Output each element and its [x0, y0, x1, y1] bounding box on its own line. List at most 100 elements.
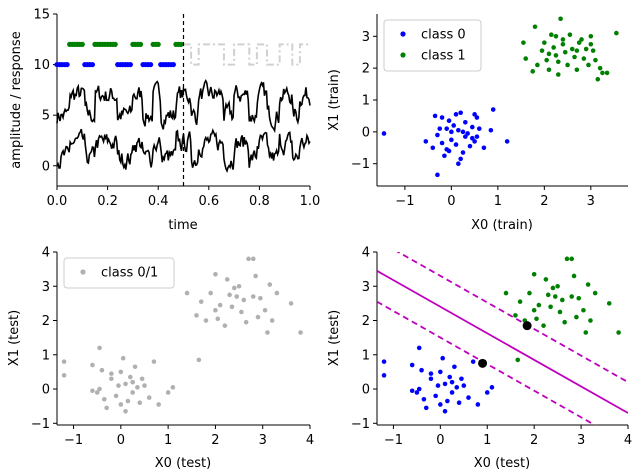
data-point	[267, 282, 273, 287]
data-point	[123, 381, 128, 387]
data-point	[151, 359, 157, 364]
data-point	[572, 54, 577, 60]
data-point	[456, 400, 462, 406]
data-point	[539, 48, 545, 53]
data-point	[132, 364, 138, 370]
data-point	[555, 283, 560, 289]
x-tick-label: 0	[447, 194, 455, 209]
data-point	[545, 292, 551, 298]
x-tick-label: 3	[577, 433, 585, 448]
data-point	[581, 307, 586, 313]
data-point	[99, 367, 105, 373]
x-tick-label: 1	[164, 433, 172, 448]
data-point	[165, 390, 171, 395]
x-tick-label: 3	[587, 194, 595, 209]
data-point	[542, 40, 547, 45]
data-point	[423, 139, 429, 144]
y-tick-label: 1	[42, 348, 50, 363]
data-point	[94, 390, 100, 395]
data-point	[469, 135, 475, 141]
data-point	[130, 379, 135, 385]
legend-marker	[400, 52, 406, 58]
data-point	[544, 57, 549, 63]
x-tick-label: 0.6	[198, 194, 219, 209]
data-point	[421, 397, 427, 402]
data-point	[565, 62, 570, 68]
x-tick-label: 2	[530, 433, 538, 448]
label-marker	[178, 41, 184, 47]
data-point	[101, 397, 107, 402]
data-point	[560, 297, 565, 303]
data-point	[458, 110, 463, 116]
data-point	[546, 51, 552, 57]
y-tick-label: 3	[42, 280, 50, 295]
data-point	[381, 373, 387, 378]
data-point	[222, 323, 228, 328]
data-point	[553, 53, 559, 58]
data-point	[139, 376, 145, 382]
data-point	[194, 313, 199, 318]
data-point	[606, 301, 612, 306]
data-point	[597, 65, 603, 71]
label-marker	[155, 41, 161, 47]
legend-label: class 0	[421, 28, 466, 43]
data-point	[475, 402, 481, 407]
legend-marker	[80, 269, 86, 275]
y-tick-label: 2	[42, 314, 50, 329]
data-point	[196, 357, 202, 363]
data-point	[555, 72, 561, 77]
label-marker	[89, 61, 96, 68]
data-point	[146, 395, 152, 400]
data-point	[574, 48, 580, 53]
y-tick-label: 15	[33, 8, 50, 23]
label-marker	[127, 61, 133, 68]
data-point	[255, 314, 261, 320]
data-point	[203, 318, 209, 323]
data-point	[444, 126, 450, 131]
data-point	[586, 62, 591, 68]
data-point	[438, 402, 443, 407]
data-point	[409, 362, 415, 368]
data-point	[447, 374, 453, 380]
data-point	[269, 318, 275, 323]
data-point	[430, 145, 436, 151]
data-point	[198, 299, 204, 304]
support-vector-point	[478, 358, 488, 368]
data-point	[435, 172, 440, 178]
y-tick-label: 2	[362, 62, 370, 77]
data-point	[548, 304, 553, 310]
legend-marker	[400, 31, 406, 37]
data-point	[118, 369, 124, 375]
panel-test-svm: X1 (test) X0 (test) −1 0 1 2 3 4 −1 0 1 2 3 4	[327, 246, 632, 472]
data-point	[562, 319, 567, 325]
data-point	[452, 364, 457, 370]
data-point	[439, 115, 445, 120]
data-point	[454, 385, 460, 390]
signal-line	[56, 79, 311, 134]
data-point	[550, 285, 556, 291]
data-point	[552, 294, 558, 299]
data-point	[562, 49, 568, 55]
x-tick-label: −1	[384, 433, 403, 448]
data-point	[432, 113, 438, 119]
data-point	[458, 156, 463, 162]
data-point	[470, 359, 476, 364]
data-point	[184, 290, 190, 296]
data-point	[557, 309, 563, 315]
y-tick-label: 1	[362, 348, 370, 363]
x-tick-label: 4	[624, 433, 632, 448]
data-point	[213, 271, 218, 277]
data-point	[416, 386, 422, 392]
y-tick-label: −1	[351, 157, 370, 172]
data-point	[217, 302, 223, 308]
y-tick-label: 10	[33, 58, 50, 73]
data-point	[571, 273, 577, 279]
data-point	[463, 119, 468, 125]
data-point	[588, 41, 594, 47]
data-point	[531, 307, 537, 313]
legend-label: class 0/1	[101, 266, 158, 281]
data-point	[472, 112, 477, 117]
data-point	[236, 283, 242, 289]
panel-time-series: amplitude / response time 0.0 0.2 0.4 0.6 0.…	[9, 8, 320, 234]
data-point	[465, 131, 470, 136]
